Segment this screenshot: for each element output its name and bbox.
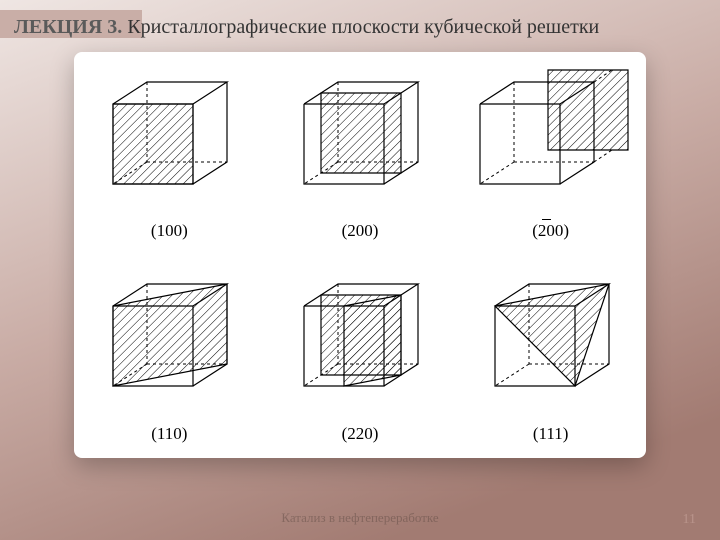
lecture-subtitle: Кристаллографические плоскости кубическо… — [122, 16, 599, 38]
page-number: 11 — [683, 512, 696, 528]
caption-110: (110) — [74, 424, 265, 444]
cube-111 — [471, 264, 631, 424]
cube-100 — [89, 66, 249, 216]
figure-grid: (100) (200) — [74, 52, 646, 458]
caption-200: (200) — [265, 221, 456, 241]
figure-200bar: (200) — [455, 52, 646, 255]
cube-220 — [280, 264, 440, 424]
figure-200: (200) — [265, 52, 456, 255]
caption-220: (220) — [265, 424, 456, 444]
figure-220: (220) — [265, 255, 456, 458]
caption-111: (111) — [455, 424, 646, 444]
cube-200bar — [466, 66, 636, 216]
cube-110 — [89, 264, 249, 424]
caption-200bar: (200) — [455, 221, 646, 241]
footer-text: Катализ в нефтепереработке — [0, 510, 720, 526]
page-title: ЛЕКЦИЯ 3. Кристаллографические плоскости… — [0, 12, 613, 43]
figure-panel: (100) (200) — [74, 52, 646, 458]
figure-100: (100) — [74, 52, 265, 255]
caption-100: (100) — [74, 221, 265, 241]
lecture-number: ЛЕКЦИЯ 3. — [14, 16, 122, 38]
figure-111: (111) — [455, 255, 646, 458]
figure-110: (110) — [74, 255, 265, 458]
cube-200 — [280, 66, 440, 216]
